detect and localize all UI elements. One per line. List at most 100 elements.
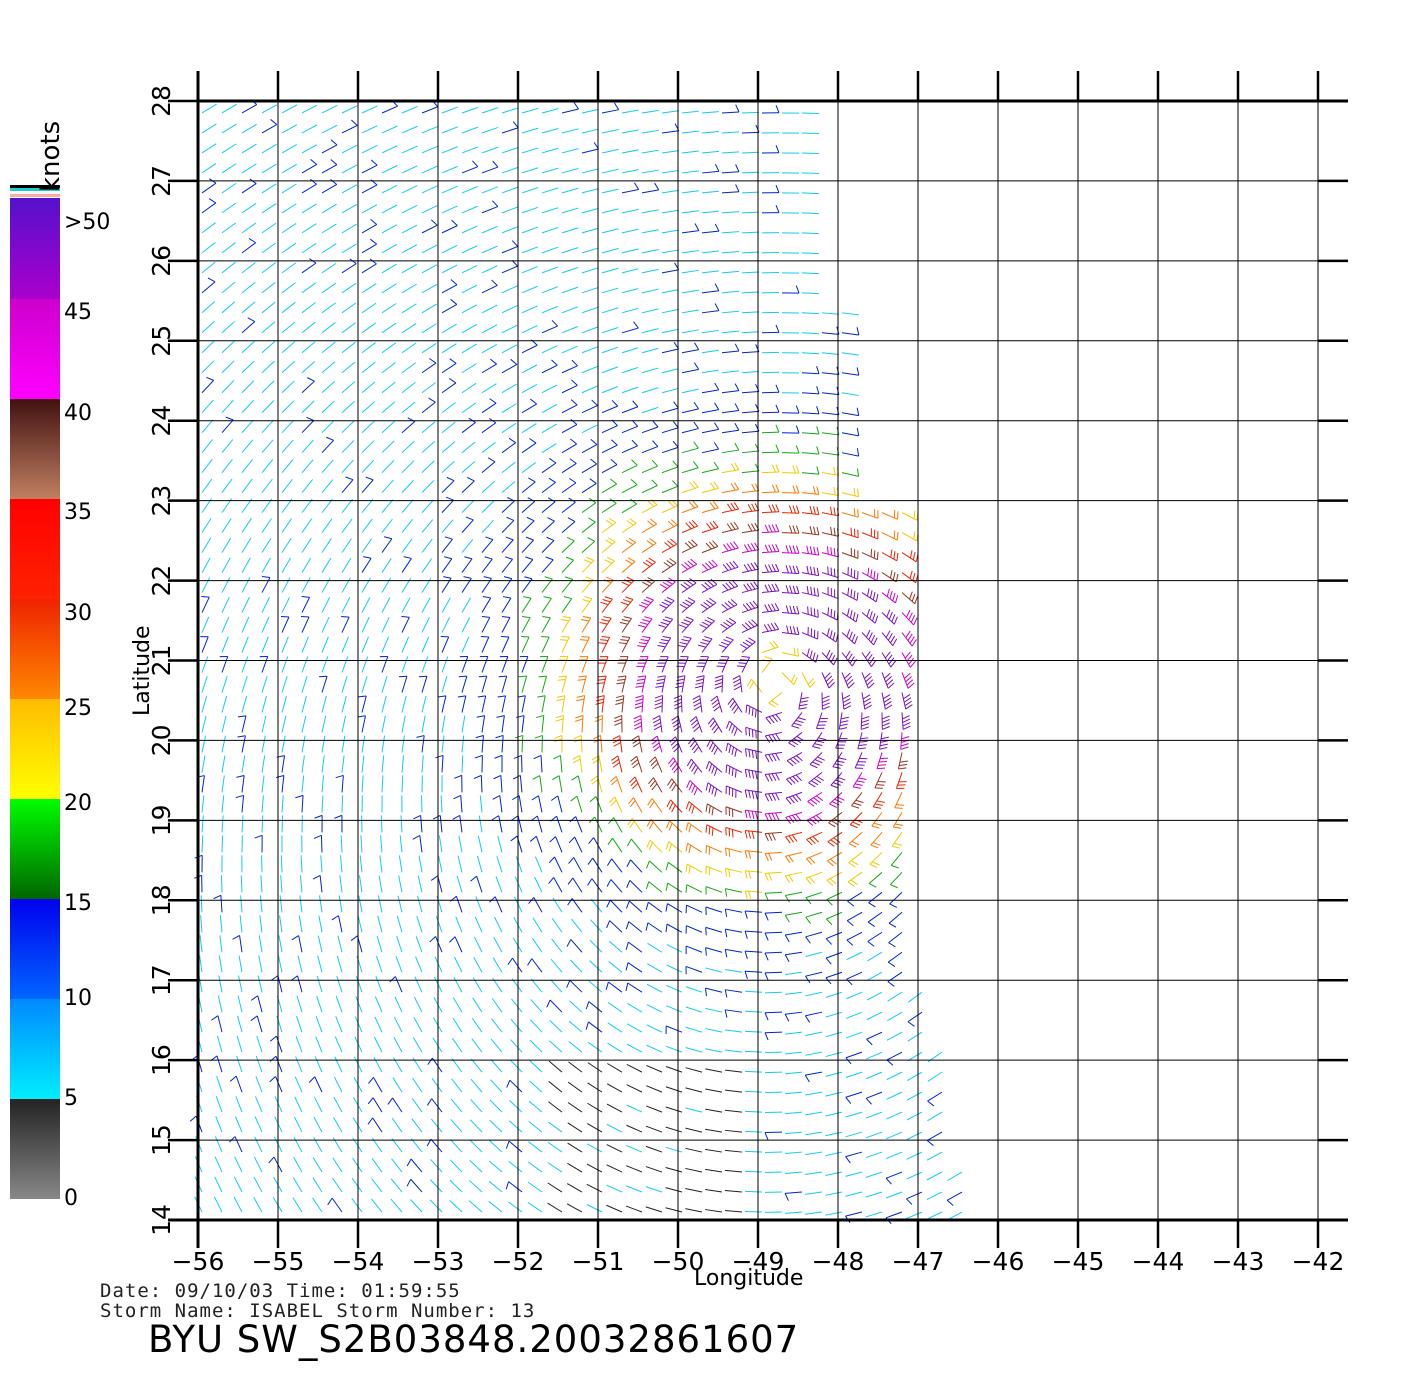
wind-barb-feather	[706, 739, 712, 748]
wind-barb	[470, 1058, 483, 1073]
wind-barb-feather	[247, 317, 256, 323]
wind-barb-feather	[637, 675, 646, 678]
wind-barb	[314, 1056, 323, 1073]
wind-barb	[661, 562, 677, 573]
wind-barb	[461, 304, 478, 314]
wind-barb-feather	[795, 485, 800, 494]
wind-barb	[341, 538, 352, 553]
wind-barb	[825, 1071, 843, 1077]
wind-barb-feather	[528, 477, 536, 483]
wind-barb-feather	[692, 500, 699, 508]
colorbar-band	[10, 998, 60, 1099]
wind-barb	[341, 341, 356, 354]
wind-barb	[646, 983, 663, 993]
wind-barb	[361, 557, 372, 573]
wind-barb	[254, 1116, 263, 1133]
wind-barb-feather	[807, 678, 814, 685]
wind-barb-feather	[789, 565, 793, 574]
wind-barb	[841, 512, 859, 518]
wind-barb-feather	[735, 164, 740, 172]
wind-barb	[281, 459, 294, 473]
wind-barb-feather	[437, 695, 446, 698]
wind-barb	[441, 656, 449, 673]
wind-barb	[745, 789, 763, 793]
wind-barb	[381, 322, 397, 334]
wind-barb-feather	[768, 524, 773, 533]
wind-barb	[461, 695, 467, 713]
wind-barb-feather	[712, 702, 720, 709]
wind-barb	[627, 982, 643, 993]
wind-barb	[866, 991, 883, 1001]
wind-barb-feather	[635, 698, 644, 702]
colorbar-cap	[10, 188, 60, 191]
wind-barb	[381, 460, 395, 474]
wind-barb	[441, 126, 459, 134]
wind-barb	[321, 459, 334, 473]
wind-barb-feather	[864, 672, 871, 679]
wind-barb-feather	[632, 762, 640, 769]
wind-barb	[641, 169, 659, 174]
wind-barb	[461, 343, 477, 354]
wind-barb	[561, 326, 578, 334]
wind-barb	[280, 875, 283, 893]
wind-barb	[481, 676, 488, 693]
wind-barb	[281, 282, 296, 294]
wind-barb	[441, 146, 458, 154]
wind-barb	[541, 364, 558, 374]
wind-barb	[865, 1111, 883, 1119]
wind-barb	[721, 639, 734, 653]
wind-barb	[439, 815, 443, 833]
wind-barb	[381, 401, 396, 414]
wind-barb	[341, 400, 355, 414]
wind-barb	[725, 1029, 743, 1033]
wind-barb	[888, 911, 903, 924]
wind-barb	[281, 498, 293, 513]
wind-barb-feather	[691, 539, 698, 546]
wind-barb-feather	[665, 924, 668, 933]
wind-barb-feather	[647, 500, 655, 507]
wind-barb	[580, 735, 583, 753]
wind-barb	[481, 539, 494, 553]
wind-barb	[461, 755, 464, 773]
wind-barb	[725, 1169, 743, 1173]
wind-barb-feather	[825, 938, 832, 945]
wind-barb-feather	[791, 740, 799, 746]
wind-barb-feather	[708, 805, 711, 814]
wind-barb-feather	[645, 922, 649, 931]
wind-barb-feather	[538, 675, 547, 678]
wind-barb	[281, 104, 298, 114]
wind-barb-feather	[807, 801, 815, 807]
wind-barb	[218, 975, 223, 993]
wind-barb	[335, 1016, 343, 1033]
wind-barb	[333, 1076, 343, 1093]
wind-barb-feather	[911, 593, 916, 602]
wind-barb	[638, 735, 643, 753]
wind-barb	[781, 672, 795, 686]
wind-barb-feather	[670, 538, 678, 545]
wind-barb	[801, 492, 819, 495]
wind-barb	[458, 835, 463, 853]
wind-barb-feather	[714, 283, 720, 291]
wind-barb	[201, 281, 216, 294]
wind-barb-feather	[649, 780, 656, 788]
wind-barb	[473, 957, 483, 973]
wind-barb	[866, 1031, 883, 1040]
wind-barb	[846, 971, 863, 980]
wind-barb	[357, 915, 363, 933]
wind-barb	[721, 656, 730, 673]
wind-barb	[420, 815, 423, 833]
wind-barb	[481, 735, 484, 753]
wind-barb-feather	[856, 468, 860, 477]
wind-barb-feather	[840, 716, 849, 720]
wind-barb-feather	[685, 801, 690, 810]
wind-barb	[886, 1051, 903, 1061]
lon-tick-label: −52	[492, 1247, 545, 1276]
wind-barb	[529, 1039, 543, 1053]
wind-barb	[260, 875, 263, 893]
wind-barb	[608, 981, 623, 993]
wind-barb	[200, 895, 203, 913]
wind-barb-feather	[606, 899, 611, 908]
wind-barb	[341, 302, 357, 314]
wind-barb	[785, 1051, 803, 1055]
wind-barb	[281, 715, 287, 733]
